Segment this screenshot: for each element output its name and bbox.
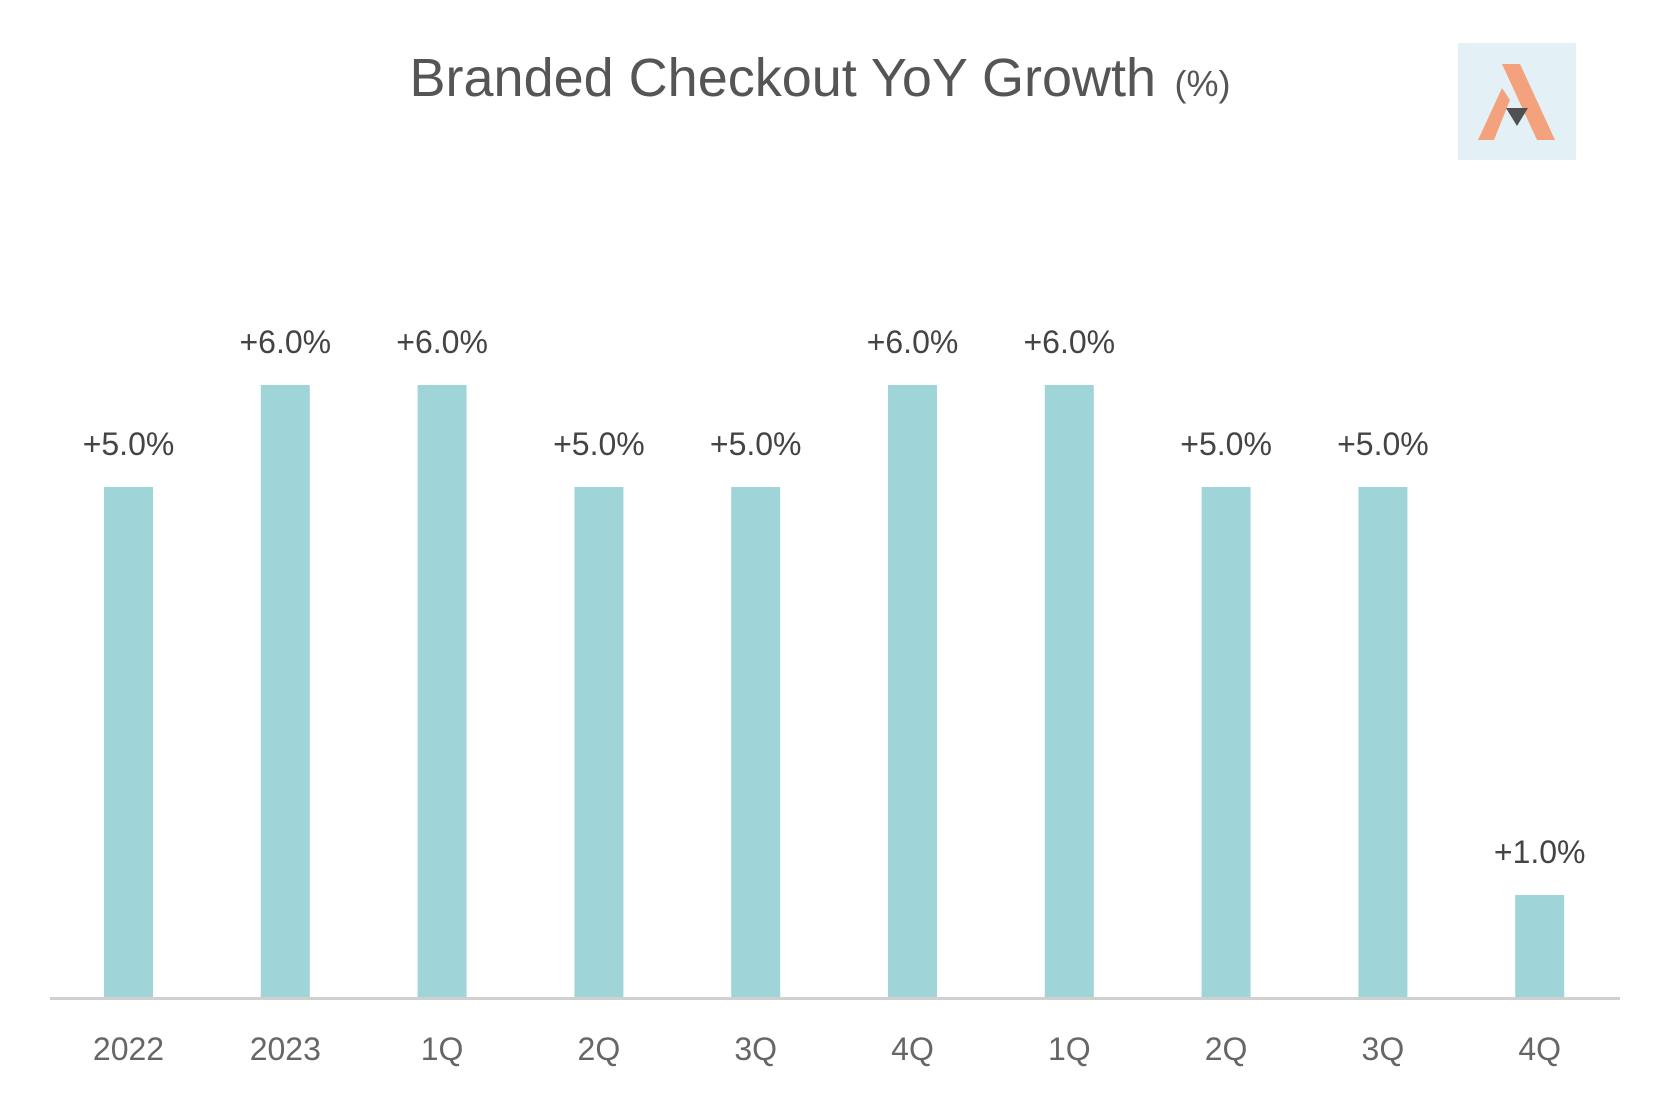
data-label-9: +5.0% [1337, 426, 1429, 462]
x-tick-label-3: 1Q [421, 1031, 464, 1067]
x-tick-label-10: 4Q [1518, 1031, 1561, 1067]
x-tick-label-2: 2023 [250, 1031, 321, 1067]
logo-background [1458, 43, 1576, 160]
bar-6 [888, 385, 937, 997]
x-tick-label-7: 1Q [1048, 1031, 1091, 1067]
x-tick-label-9: 3Q [1362, 1031, 1405, 1067]
data-label-8: +5.0% [1180, 426, 1272, 462]
data-label-4: +5.0% [553, 426, 645, 462]
x-tick-label-6: 4Q [891, 1031, 934, 1067]
data-label-2: +6.0% [239, 324, 331, 360]
x-tick-labels-group: 2022 2023 1Q 2Q 3Q 4Q 1Q 2Q 3Q 4Q [93, 1031, 1561, 1067]
bars-group [104, 385, 1565, 997]
svg-text:Branded Checkout YoY Growth: Branded Checkout YoY Growth (%) [410, 48, 1231, 108]
chart-title: Branded Checkout YoY Growth (%) [410, 48, 1231, 108]
bar-3 [417, 385, 467, 997]
data-label-3: +6.0% [396, 324, 488, 360]
x-tick-label-8: 2Q [1205, 1031, 1248, 1067]
logo-right-stroke [1502, 64, 1555, 140]
chart-title-unit: (%) [1174, 63, 1230, 104]
data-label-1: +5.0% [83, 426, 175, 462]
chart-title-text: Branded Checkout YoY Growth [410, 48, 1157, 108]
data-label-6: +6.0% [867, 324, 959, 360]
data-labels-group: +5.0% +6.0% +6.0% +5.0% +5.0% +6.0% +6.0% +5.0%… [83, 324, 1586, 870]
data-label-7: +6.0% [1023, 324, 1115, 360]
data-label-5: +5.0% [710, 426, 802, 462]
bar-4 [574, 487, 624, 997]
x-tick-label-5: 3Q [734, 1031, 777, 1067]
x-tick-label-1: 2022 [93, 1031, 164, 1067]
bar-10 [1515, 895, 1565, 997]
x-tick-label-4: 2Q [578, 1031, 621, 1067]
bar-5 [731, 487, 781, 997]
bar-7 [1044, 385, 1094, 997]
data-label-10: +1.0% [1494, 834, 1586, 870]
bar-2 [260, 385, 310, 997]
bar-8 [1201, 487, 1251, 997]
logo-left-stroke [1478, 88, 1510, 140]
bar-9 [1358, 487, 1408, 997]
bar-1 [104, 487, 153, 997]
logo-triangle-mark [1506, 108, 1528, 126]
logo-icon [1458, 43, 1576, 160]
